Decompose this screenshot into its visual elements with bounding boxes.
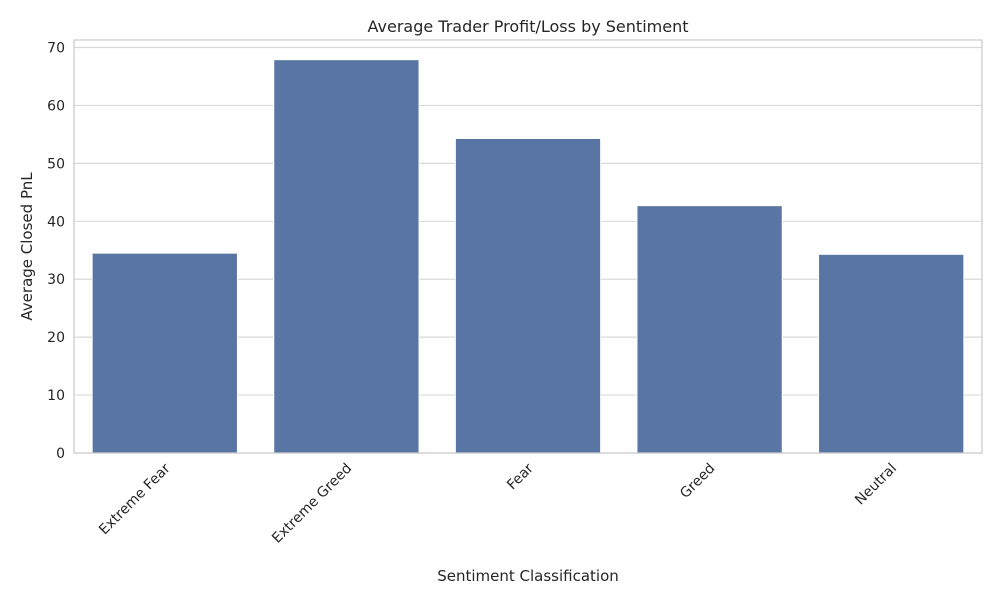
x-tick-label: Extreme Greed — [269, 461, 355, 547]
y-tick-label: 50 — [47, 156, 65, 172]
x-tick-label: Fear — [504, 460, 537, 493]
y-axis-label: Average Closed PnL — [18, 172, 36, 321]
y-tick-label: 40 — [47, 214, 65, 230]
plot-frame — [73, 39, 983, 454]
chart-title: Average Trader Profit/Loss by Sentiment — [368, 17, 689, 36]
x-tick-label: Neutral — [852, 461, 900, 509]
x-tick-label: Greed — [677, 461, 718, 502]
y-tick-label: 70 — [47, 41, 65, 57]
bar — [273, 59, 420, 454]
y-tick-label: 30 — [47, 272, 65, 288]
x-tick-labels: Extreme Fear Extreme Greed Fear Greed Neutra… — [96, 460, 900, 546]
y-tick-labels: 0 10 20 30 40 50 60 70 — [47, 41, 65, 462]
y-tick-label: 60 — [47, 98, 65, 114]
y-tick-label: 20 — [47, 330, 65, 346]
bar-layer — [91, 59, 965, 454]
x-tick-label: Extreme Fear — [96, 460, 174, 538]
x-axis-label: Sentiment Classification — [437, 567, 619, 585]
bar — [818, 253, 965, 454]
y-tick-label: 0 — [56, 446, 65, 462]
bar — [454, 137, 602, 454]
bar — [636, 205, 783, 454]
bar — [91, 252, 238, 454]
y-tick-label: 10 — [47, 388, 65, 404]
